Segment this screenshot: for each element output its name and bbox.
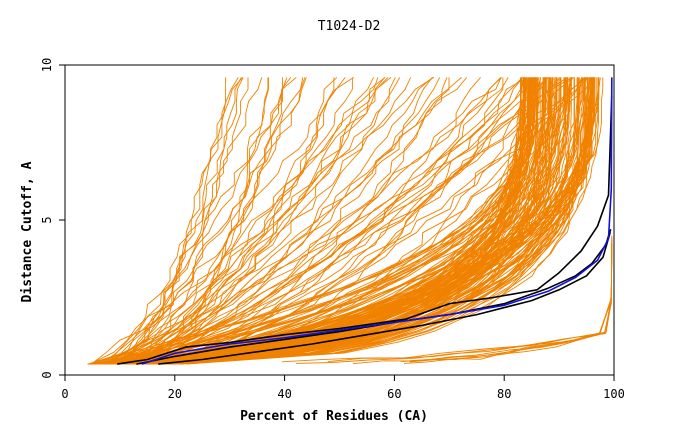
- model-curve: [118, 77, 531, 365]
- black-highlight-curve: [117, 95, 613, 365]
- x-axis-label: Percent of Residues (CA): [240, 409, 428, 424]
- model-curve: [120, 77, 527, 365]
- x-tick-label: 80: [497, 387, 511, 401]
- model-curve: [113, 77, 561, 365]
- model-curve: [112, 77, 547, 365]
- model-curve: [126, 77, 401, 365]
- model-curve: [135, 77, 529, 365]
- model-curve: [100, 77, 288, 365]
- model-curve: [119, 77, 504, 365]
- model-curve: [87, 77, 527, 365]
- model-curve: [120, 77, 338, 365]
- model-curve: [119, 77, 597, 365]
- model-curve: [119, 77, 244, 365]
- model-curve: [94, 77, 524, 365]
- model-curve: [97, 77, 537, 365]
- model-curve: [91, 77, 386, 365]
- model-curve: [133, 77, 546, 365]
- x-tick-label: 100: [603, 387, 625, 401]
- x-tick-label: 0: [61, 387, 68, 401]
- model-curve: [186, 77, 588, 365]
- blue-highlight-curve: [141, 77, 613, 365]
- model-curve: [91, 77, 435, 365]
- highlighted-curves: [117, 77, 613, 365]
- model-curve: [92, 77, 468, 365]
- model-curve: [87, 77, 591, 365]
- model-curve: [119, 77, 379, 365]
- chart-title: T1024-D2: [318, 19, 381, 34]
- model-curve: [129, 77, 269, 365]
- model-curve: [173, 77, 525, 365]
- model-curve: [96, 77, 433, 365]
- y-axis-label: Distance Cutoff, A: [20, 161, 35, 302]
- model-curve: [403, 247, 613, 364]
- model-curve: [170, 77, 532, 365]
- model-curve: [87, 77, 249, 365]
- model-curve: [110, 77, 304, 365]
- model-curve: [97, 77, 353, 365]
- model-curves: [87, 77, 613, 365]
- model-curve: [96, 77, 593, 365]
- model-curve: [109, 77, 392, 365]
- model-curve: [296, 244, 613, 364]
- model-curve: [111, 77, 583, 365]
- model-curve: [135, 77, 509, 365]
- axis-ticks: 0 20 40 60 80 100 0 5 10: [40, 58, 625, 401]
- model-curve: [94, 77, 541, 365]
- model-curve: [107, 77, 551, 365]
- model-curve: [115, 77, 544, 365]
- model-curve: [93, 77, 569, 365]
- model-curve: [90, 77, 374, 365]
- model-curve: [136, 77, 306, 365]
- model-curve: [116, 77, 441, 365]
- model-curve: [112, 77, 283, 365]
- x-tick-label: 40: [277, 387, 291, 401]
- model-curve: [131, 77, 263, 365]
- model-curve: [132, 77, 389, 365]
- y-tick-label: 10: [40, 58, 54, 72]
- y-tick-label: 5: [40, 216, 54, 223]
- model-curve: [113, 77, 528, 365]
- model-curve: [116, 77, 547, 365]
- model-curve: [113, 77, 292, 365]
- model-curve: [109, 77, 593, 365]
- model-curve: [138, 77, 346, 365]
- model-curve: [107, 77, 502, 365]
- x-tick-label: 60: [387, 387, 401, 401]
- model-curve: [133, 77, 528, 365]
- model-curve: [92, 77, 575, 365]
- model-curve: [95, 77, 553, 365]
- model-curve: [125, 77, 242, 365]
- black-highlight-curve: [158, 232, 611, 365]
- model-curve: [91, 77, 573, 365]
- model-curve: [89, 77, 354, 365]
- model-curve: [141, 77, 574, 365]
- model-curve: [136, 77, 502, 365]
- x-tick-label: 20: [168, 387, 182, 401]
- model-curve: [165, 77, 592, 365]
- model-curve: [147, 77, 599, 365]
- model-curve: [103, 77, 450, 365]
- y-tick-label: 0: [40, 371, 54, 378]
- model-curve: [102, 77, 227, 365]
- model-curve: [104, 77, 396, 365]
- model-curve: [94, 77, 335, 365]
